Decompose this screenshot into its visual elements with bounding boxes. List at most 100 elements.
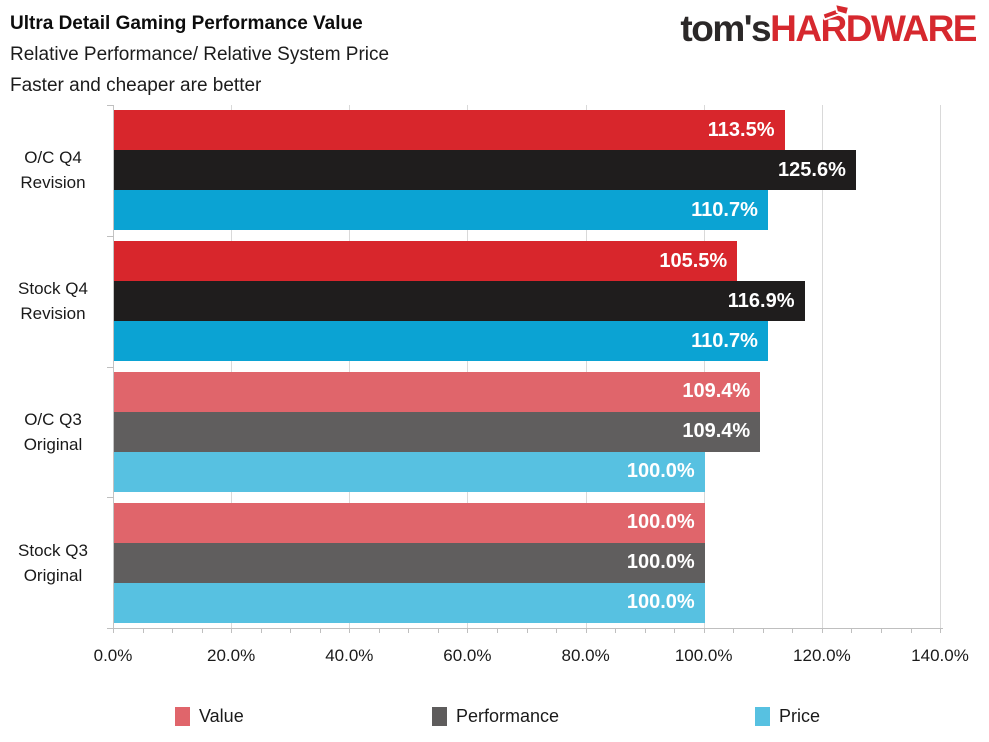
bar-value-label: 100.0%	[626, 460, 695, 483]
category-axis-tick	[107, 235, 114, 237]
bar-performance-2: 116.9%	[114, 281, 805, 322]
toms-hardware-logo: tom'sHARDWARE	[680, 3, 977, 49]
hammer-icon	[822, 3, 851, 21]
category-label-line: Revision	[20, 173, 86, 193]
x-axis-minor-tick	[408, 628, 410, 633]
chart-subtitle: Relative Performance/ Relative System Pr…	[10, 44, 390, 65]
bar-price-2: 110.7%	[114, 321, 768, 362]
bar-value-label: 110.7%	[691, 198, 758, 221]
gridline-40.0%	[349, 105, 351, 628]
x-axis-label-100.0%: 100.0%	[674, 646, 733, 665]
x-axis-label-140.0%: 140.0%	[911, 646, 969, 665]
x-axis-minor-tick	[556, 628, 557, 633]
bar-value-label: 100.0%	[626, 591, 695, 614]
legend-item-price: Price	[755, 704, 820, 728]
category-label-line: O/C Q3	[24, 409, 82, 429]
legend-item-performance: Performance	[432, 704, 559, 728]
x-axis-minor-tick	[674, 628, 676, 633]
bar-value-label: 116.9%	[727, 289, 795, 312]
x-axis-line	[113, 628, 943, 629]
x-axis-minor-tick	[113, 628, 114, 633]
bar-value-1: 113.5%	[114, 110, 785, 151]
x-axis-minor-tick	[910, 628, 912, 633]
plot-area: 113.5% 125.6% 110.7% 105.5% 116.9% 110.7% 109.…	[113, 105, 941, 628]
category-label-line: O/C Q4	[24, 148, 82, 168]
bar-performance-4: 100.0%	[114, 542, 705, 583]
legend-swatch-performance	[432, 706, 447, 726]
category-label-line: Original	[23, 565, 83, 585]
bar-performance-1: 125.6%	[114, 150, 856, 191]
gridline-120.0%	[821, 105, 823, 628]
legend-label: Performance	[456, 705, 560, 726]
x-axis-minor-tick	[762, 628, 764, 633]
gridline-80.0%	[585, 105, 587, 628]
chart-title: Ultra Detail Gaming Performance Value	[10, 13, 363, 34]
chart-header: Ultra Detail Gaming Performance Value Re…	[10, 8, 389, 101]
gridline-60.0%	[467, 105, 469, 628]
gridline-140.0%	[940, 105, 941, 628]
category-label-4: Stock Q3 Original	[0, 538, 106, 588]
logo-hardware-text: HARDWARE	[770, 3, 977, 49]
x-axis-minor-tick	[703, 628, 705, 633]
x-axis-minor-tick	[378, 628, 380, 633]
category-axis-tick	[107, 628, 114, 629]
x-axis-label-20.0%: 20.0%	[206, 646, 256, 665]
bar-value-label: 125.6%	[778, 158, 846, 181]
bar-price-1: 110.7%	[114, 190, 768, 231]
x-axis-minor-tick	[290, 628, 292, 633]
x-axis-minor-tick	[201, 628, 203, 633]
gridline-100.0%	[703, 105, 705, 628]
x-axis-minor-tick	[467, 628, 469, 633]
x-axis-label-40.0%: 40.0%	[325, 646, 374, 665]
bar-value-2: 105.5%	[114, 241, 738, 282]
gridline-20.0%	[231, 105, 233, 628]
category-axis-tick	[107, 497, 114, 499]
x-axis-minor-tick	[172, 628, 174, 633]
category-axis-tick	[107, 105, 114, 106]
x-axis-minor-tick	[437, 628, 439, 633]
bar-price-4: 100.0%	[114, 582, 705, 623]
x-axis-minor-tick	[733, 628, 735, 633]
bar-value-label: 100.0%	[626, 551, 695, 574]
bar-price-3: 100.0%	[114, 451, 705, 492]
x-axis-label-120.0%: 120.0%	[793, 646, 851, 665]
legend-label: Value	[199, 705, 244, 726]
category-label-line: Revision	[20, 304, 86, 324]
legend-swatch-price	[755, 706, 770, 726]
bar-value-label: 110.7%	[691, 329, 758, 352]
category-axis-tick	[107, 366, 114, 368]
bar-performance-3: 109.4%	[114, 411, 761, 452]
bar-value-label: 113.5%	[707, 118, 775, 141]
x-axis-minor-tick	[142, 628, 144, 633]
x-axis-label-60.0%: 60.0%	[443, 646, 492, 665]
x-axis-minor-tick	[260, 628, 262, 633]
x-axis-minor-tick	[940, 628, 941, 633]
category-label-line: Stock Q3	[18, 540, 88, 560]
category-label-line: Stock Q4	[18, 279, 88, 299]
x-axis-minor-tick	[349, 628, 351, 633]
category-label-2: Stock Q4 Revision	[0, 276, 106, 326]
bar-value-label: 105.5%	[659, 249, 728, 272]
chart-note: Faster and cheaper are better	[10, 75, 262, 96]
bar-value-4: 100.0%	[114, 502, 705, 543]
logo-toms-text: tom's	[680, 8, 771, 49]
bar-value-label: 109.4%	[682, 380, 751, 403]
legend-swatch-value	[175, 706, 190, 726]
bar-value-label: 109.4%	[682, 420, 751, 443]
x-axis-minor-tick	[497, 628, 498, 633]
x-axis-minor-tick	[644, 628, 646, 633]
legend-item-value: Value	[175, 704, 244, 728]
x-axis-minor-tick	[851, 628, 853, 633]
x-axis-label-0.0%: 0.0%	[93, 646, 133, 665]
category-label-line: Original	[23, 434, 83, 454]
x-axis-minor-tick	[615, 628, 617, 633]
legend-label: Price	[779, 705, 821, 726]
x-axis-minor-tick	[821, 628, 823, 633]
x-axis-label-80.0%: 80.0%	[561, 646, 610, 665]
category-label-3: O/C Q3 Original	[0, 407, 106, 457]
bar-value-label: 100.0%	[626, 511, 695, 534]
x-axis-minor-tick	[231, 628, 233, 633]
category-label-1: O/C Q4 Revision	[0, 145, 106, 195]
bar-value-3: 109.4%	[114, 371, 761, 412]
